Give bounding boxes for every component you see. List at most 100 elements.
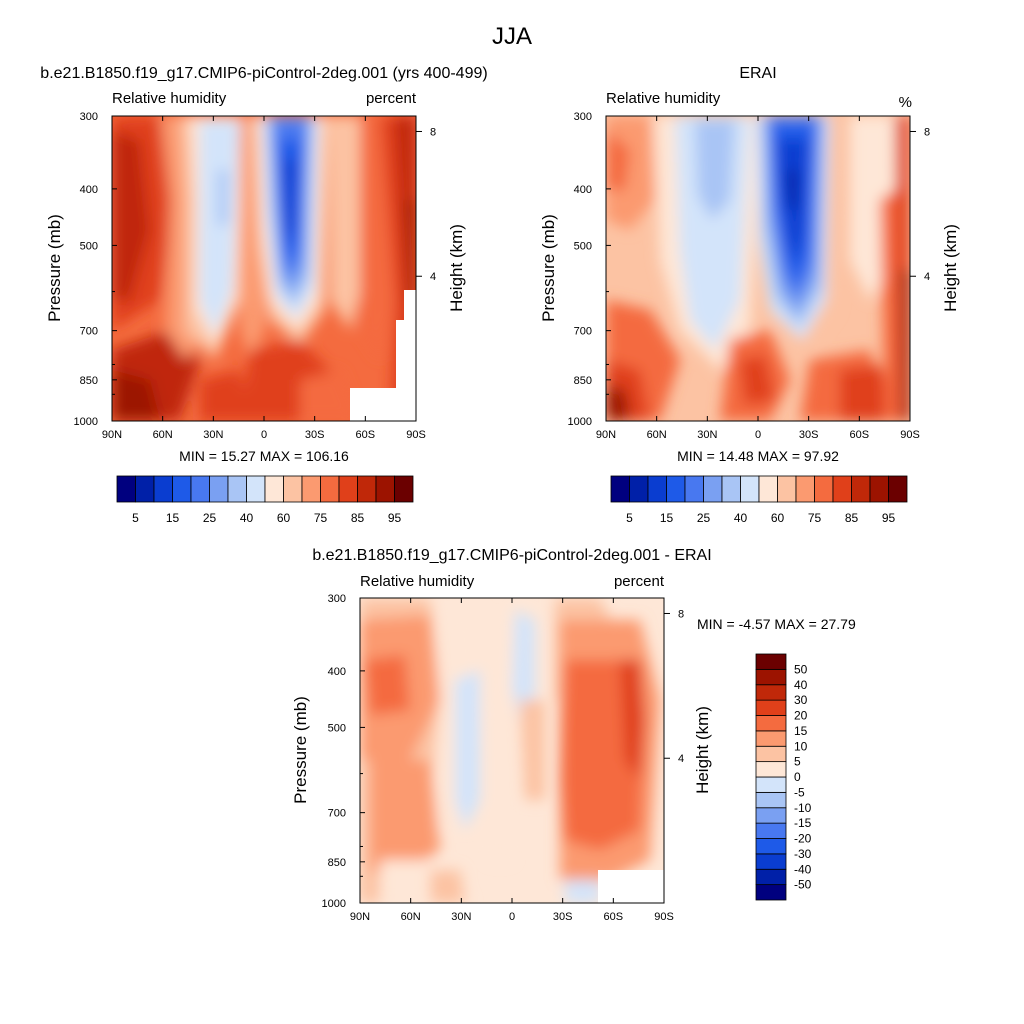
colorbar-label: 25 bbox=[697, 511, 711, 525]
colorbar-label: 5 bbox=[132, 511, 139, 525]
y-tick-label: 1000 bbox=[568, 416, 592, 428]
colorbar-swatch bbox=[116, 475, 136, 503]
colorbar-swatch bbox=[227, 475, 247, 503]
x-tick-label: 60N bbox=[647, 429, 667, 441]
contour-field bbox=[360, 598, 664, 903]
colorbar-label: 5 bbox=[794, 755, 801, 769]
colorbar-swatch bbox=[755, 822, 787, 839]
colorbar-label: 15 bbox=[166, 511, 180, 525]
colorbar-label: 75 bbox=[314, 511, 328, 525]
colorbar-swatch bbox=[755, 715, 787, 732]
y-tick-label: 500 bbox=[80, 240, 98, 252]
colorbar-swatch bbox=[755, 730, 787, 747]
panel-obs: ERAI Relative humidity % bbox=[539, 65, 960, 525]
colorbar-swatch bbox=[755, 791, 787, 809]
height-tick-label: 4 bbox=[678, 753, 684, 765]
colorbar-swatch bbox=[755, 853, 787, 870]
x-tick-label: 60S bbox=[850, 429, 870, 441]
contour-field bbox=[112, 116, 416, 421]
x-tick-label: 90S bbox=[406, 429, 426, 441]
x-tick-label: 90N bbox=[596, 429, 616, 441]
x-tick-label: 0 bbox=[755, 429, 761, 441]
colorbar-label: -50 bbox=[794, 878, 812, 892]
colorbar-label: -20 bbox=[794, 832, 812, 846]
colorbar-swatch bbox=[647, 475, 667, 503]
colorbar-swatch bbox=[755, 838, 787, 855]
colorbar-label: 95 bbox=[882, 511, 896, 525]
contour-field bbox=[606, 116, 910, 421]
y-axis-right-label: Height (km) bbox=[447, 224, 466, 312]
colorbar-label: 40 bbox=[734, 511, 748, 525]
stats-text: MIN = 15.27 MAX = 106.16 bbox=[179, 448, 349, 464]
x-tick-label: 30N bbox=[451, 911, 471, 923]
colorbar-swatch bbox=[740, 475, 760, 503]
height-tick-label: 4 bbox=[924, 271, 930, 283]
axes: 90N 60N 30N 0 30S 60S 90S 300 400 500 700 850 1000 8 4 bbox=[568, 111, 931, 441]
colorbar-label: -30 bbox=[794, 847, 812, 861]
colorbar-label: 15 bbox=[794, 724, 808, 738]
x-tick-label: 60N bbox=[153, 429, 173, 441]
panel-model: b.e21.B1850.f19_g17.CMIP6-piControl-2deg… bbox=[40, 65, 487, 525]
y-tick-label: 400 bbox=[328, 666, 346, 678]
colorbar-swatch bbox=[755, 653, 787, 670]
x-tick-label: 90S bbox=[900, 429, 920, 441]
x-tick-label: 30N bbox=[697, 429, 717, 441]
colorbar-label: 25 bbox=[203, 511, 217, 525]
colorbar: 5 15 25 40 60 75 85 95 bbox=[116, 475, 414, 525]
colorbar-swatch bbox=[629, 475, 649, 503]
colorbar-swatch bbox=[264, 475, 284, 503]
y-tick-label: 850 bbox=[80, 375, 98, 387]
colorbar-label: 5 bbox=[626, 511, 633, 525]
colorbar-label: 30 bbox=[794, 693, 808, 707]
colorbar-swatch bbox=[338, 475, 358, 503]
colorbar-swatch bbox=[209, 475, 229, 503]
colorbar: 5 15 25 40 60 75 85 95 bbox=[610, 475, 908, 525]
colorbar-swatch bbox=[832, 475, 852, 503]
y-tick-label: 400 bbox=[574, 184, 592, 196]
height-tick-label: 4 bbox=[430, 271, 436, 283]
colorbar-label: 85 bbox=[845, 511, 859, 525]
left-string: Relative humidity bbox=[112, 90, 227, 107]
y-tick-label: 300 bbox=[574, 111, 592, 123]
x-tick-label: 30S bbox=[305, 429, 325, 441]
x-tick-label: 30N bbox=[203, 429, 223, 441]
left-string: Relative humidity bbox=[360, 573, 475, 590]
colorbar-swatch bbox=[394, 475, 414, 503]
colorbar-label: 40 bbox=[794, 678, 808, 692]
colorbar-label: -5 bbox=[794, 785, 805, 799]
panel-title: b.e21.B1850.f19_g17.CMIP6-piControl-2deg… bbox=[312, 547, 711, 564]
colorbar-label: 85 bbox=[351, 511, 365, 525]
x-tick-label: 90S bbox=[654, 911, 674, 923]
colorbar-swatch bbox=[375, 475, 395, 503]
panel-title: ERAI bbox=[739, 65, 776, 82]
colorbar-swatch bbox=[755, 761, 787, 778]
right-string: percent bbox=[614, 573, 665, 590]
colorbar-swatch bbox=[869, 475, 889, 503]
x-tick-label: 90N bbox=[102, 429, 122, 441]
colorbar-swatch bbox=[135, 475, 155, 503]
colorbar-label: 60 bbox=[277, 511, 291, 525]
colorbar-swatch bbox=[758, 475, 778, 503]
y-axis-label: Pressure (mb) bbox=[539, 214, 558, 322]
y-tick-label: 700 bbox=[328, 808, 346, 820]
y-tick-label: 300 bbox=[80, 111, 98, 123]
colorbar-swatch bbox=[190, 475, 210, 503]
colorbar-label: -40 bbox=[794, 862, 812, 876]
colorbar-swatch bbox=[755, 684, 787, 701]
x-tick-label: 0 bbox=[509, 911, 515, 923]
y-tick-label: 1000 bbox=[322, 898, 346, 910]
height-tick-label: 8 bbox=[678, 608, 684, 620]
colorbar-swatch bbox=[795, 475, 815, 503]
colorbar-swatch bbox=[851, 475, 871, 503]
colorbar-swatch bbox=[721, 475, 741, 503]
colorbar-label: 20 bbox=[794, 709, 808, 723]
panel-title: b.e21.B1850.f19_g17.CMIP6-piControl-2deg… bbox=[40, 65, 487, 82]
colorbar-swatch bbox=[172, 475, 192, 503]
colorbar-swatch bbox=[703, 475, 723, 503]
colorbar-swatch bbox=[755, 745, 787, 763]
y-tick-label: 1000 bbox=[74, 416, 98, 428]
y-tick-label: 850 bbox=[574, 375, 592, 387]
right-string: % bbox=[899, 94, 912, 111]
y-tick-label: 850 bbox=[328, 857, 346, 869]
